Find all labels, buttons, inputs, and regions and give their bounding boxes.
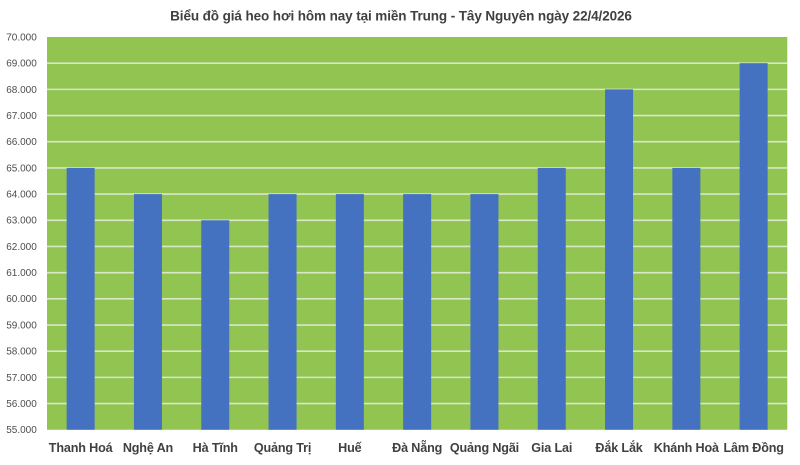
svg-text:65.000: 65.000 (6, 163, 37, 174)
svg-text:69.000: 69.000 (6, 59, 37, 70)
svg-text:Quảng Trị: Quảng Trị (254, 441, 311, 455)
svg-text:Gia Lai: Gia Lai (531, 441, 572, 455)
svg-text:Đắk Lắk: Đắk Lắk (595, 440, 643, 455)
svg-text:60.000: 60.000 (6, 294, 37, 305)
svg-text:Huế: Huế (338, 441, 362, 455)
svg-text:Nghệ An: Nghệ An (123, 441, 173, 455)
svg-text:64.000: 64.000 (6, 190, 37, 201)
svg-text:Thanh Hoá: Thanh Hoá (49, 441, 114, 455)
svg-text:70.000: 70.000 (6, 32, 37, 43)
svg-text:66.000: 66.000 (6, 137, 37, 148)
svg-text:61.000: 61.000 (6, 268, 37, 279)
svg-text:55.000: 55.000 (6, 425, 37, 436)
svg-text:67.000: 67.000 (6, 111, 37, 122)
svg-text:59.000: 59.000 (6, 320, 37, 331)
svg-text:Biểu đồ giá heo hơi hôm nay tạ: Biểu đồ giá heo hơi hôm nay tại miền Tru… (170, 9, 632, 24)
svg-text:63.000: 63.000 (6, 216, 37, 227)
svg-text:58.000: 58.000 (6, 347, 37, 358)
svg-text:62.000: 62.000 (6, 242, 37, 253)
svg-text:Khánh Hoà: Khánh Hoà (654, 441, 720, 455)
svg-text:Hà Tĩnh: Hà Tĩnh (193, 441, 238, 455)
svg-text:68.000: 68.000 (6, 85, 37, 96)
svg-text:57.000: 57.000 (6, 373, 37, 384)
svg-text:56.000: 56.000 (6, 399, 37, 410)
svg-text:Lâm Đồng: Lâm Đồng (723, 441, 783, 455)
svg-text:Đà Nẵng: Đà Nẵng (392, 440, 442, 455)
svg-text:Quảng Ngãi: Quảng Ngãi (450, 441, 519, 455)
